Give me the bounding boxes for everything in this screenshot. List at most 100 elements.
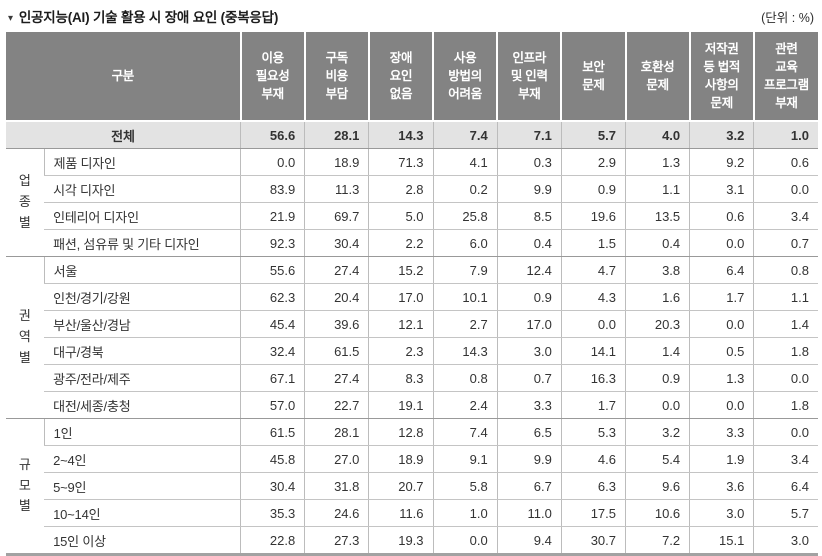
value-cell: 0.0 (432, 526, 498, 556)
value-cell: 2.4 (432, 391, 498, 419)
column-header: 보안 문제 (560, 32, 626, 122)
stats-table: 구분 이용 필요성 부재 구독 비용 부담 장애 요인 없음 사용 방법의 어려움 인프라… (6, 32, 818, 556)
value-cell: 11.0 (496, 499, 562, 527)
table-row: 대전/세종/충청 57.0 22.7 19.1 2.4 3.3 1.7 0.0 0.0 1.8 (6, 391, 818, 419)
value-cell: 5.4 (624, 445, 690, 473)
value-cell: 5.3 (560, 418, 626, 446)
table-row: 2~4인 45.8 27.0 18.9 9.1 9.9 4.6 5.4 1.9 3.4 (6, 445, 818, 473)
value-cell: 16.3 (560, 364, 626, 392)
row-label: 인테리어 디자인 (44, 202, 241, 230)
unit-label: (단위 : %) (761, 11, 814, 25)
value-cell: 6.7 (496, 472, 562, 500)
value-cell: 20.4 (304, 283, 369, 311)
value-cell: 2.7 (432, 310, 498, 338)
group-label: 권역별 (6, 256, 45, 419)
value-cell: 11.6 (368, 499, 434, 527)
value-cell: 2.8 (368, 175, 434, 203)
value-cell: 4.1 (432, 148, 498, 176)
value-cell: 1.1 (753, 283, 818, 311)
value-cell: 19.1 (368, 391, 434, 419)
column-header: 이용 필요성 부재 (239, 32, 305, 122)
value-cell: 2.2 (368, 229, 434, 257)
value-cell: 31.8 (304, 472, 369, 500)
row-label: 5~9인 (44, 472, 241, 500)
value-cell: 0.9 (560, 175, 626, 203)
table-row: 규모별 1인 61.5 28.1 12.8 7.4 6.5 5.3 3.2 3.3 0.0 (6, 418, 818, 556)
column-header: 인프라 및 인력 부재 (496, 32, 562, 122)
value-cell: 0.0 (689, 391, 754, 419)
value-cell: 4.7 (560, 256, 626, 284)
row-label: 시각 디자인 (44, 175, 241, 203)
value-cell: 14.1 (560, 337, 626, 365)
value-cell: 12.8 (368, 418, 434, 446)
value-cell: 9.1 (432, 445, 498, 473)
value-cell: 5.0 (368, 202, 434, 230)
value-cell: 11.3 (304, 175, 369, 203)
value-cell: 3.6 (689, 472, 754, 500)
row-label: 1인 (43, 418, 241, 446)
value-cell: 0.0 (753, 364, 818, 392)
value-cell: 19.3 (368, 526, 434, 556)
column-header: 관련 교육 프로그램 부재 (752, 32, 818, 122)
value-cell: 27.0 (304, 445, 369, 473)
value-cell: 7.4 (432, 418, 498, 446)
row-label: 대전/세종/충청 (44, 391, 241, 419)
corner-header: 구분 (6, 32, 241, 122)
value-cell: 17.0 (496, 310, 562, 338)
group-label: 업종별 (6, 148, 45, 257)
value-cell: 39.6 (304, 310, 369, 338)
value-cell: 2.3 (368, 337, 434, 365)
value-cell: 15.2 (368, 256, 434, 284)
value-cell: 5.7 (753, 499, 818, 527)
value-cell: 0.0 (753, 175, 818, 203)
value-cell: 3.4 (753, 202, 818, 230)
value-cell: 0.5 (689, 337, 754, 365)
row-label: 서울 (43, 256, 241, 284)
row-label: 인천/경기/강원 (44, 283, 241, 311)
value-cell: 1.5 (560, 229, 626, 257)
table-row: 대구/경북 32.4 61.5 2.3 14.3 3.0 14.1 1.4 0.5 1.8 (6, 337, 818, 365)
value-cell: 5.7 (560, 121, 626, 149)
value-cell: 4.3 (560, 283, 626, 311)
value-cell: 19.6 (560, 202, 626, 230)
value-cell: 61.5 (304, 337, 369, 365)
value-cell: 7.9 (432, 256, 498, 284)
value-cell: 5.8 (432, 472, 498, 500)
value-cell: 20.3 (624, 310, 690, 338)
value-cell: 0.0 (560, 310, 626, 338)
value-cell: 35.3 (240, 499, 305, 527)
value-cell: 0.4 (624, 229, 690, 257)
value-cell: 9.4 (496, 526, 562, 556)
value-cell: 6.4 (689, 256, 754, 284)
value-cell: 3.0 (689, 499, 754, 527)
table-row: 부산/울산/경남 45.4 39.6 12.1 2.7 17.0 0.0 20.3 0.0 1.4 (6, 310, 818, 338)
value-cell: 57.0 (240, 391, 305, 419)
value-cell: 0.0 (689, 229, 754, 257)
value-cell: 71.3 (368, 148, 434, 176)
value-cell: 30.4 (304, 229, 369, 257)
table-title: ▾ 인공지능(AI) 기술 활용 시 장애 요인 (중복응답) (8, 6, 278, 26)
value-cell: 69.7 (304, 202, 369, 230)
value-cell: 3.0 (496, 337, 562, 365)
value-cell: 1.3 (689, 364, 754, 392)
value-cell: 1.7 (689, 283, 754, 311)
column-header: 저작권 등 법적 사항의 문제 (688, 32, 754, 122)
row-label: 부산/울산/경남 (44, 310, 241, 338)
value-cell: 0.6 (689, 202, 754, 230)
table-header: 구분 이용 필요성 부재 구독 비용 부담 장애 요인 없음 사용 방법의 어려움 인프라… (6, 32, 818, 122)
value-cell: 3.2 (624, 418, 690, 446)
row-label: 대구/경북 (44, 337, 241, 365)
value-cell: 10.1 (432, 283, 498, 311)
table-row: 광주/전라/제주 67.1 27.4 8.3 0.8 0.7 16.3 0.9 1.3 0.0 (6, 364, 818, 392)
value-cell: 12.1 (368, 310, 434, 338)
value-cell: 14.3 (432, 337, 498, 365)
value-cell: 9.9 (496, 445, 562, 473)
value-cell: 45.8 (240, 445, 305, 473)
row-label: 패션, 섬유류 및 기타 디자인 (44, 229, 241, 257)
table-caption-bar: ▾ 인공지능(AI) 기술 활용 시 장애 요인 (중복응답) (단위 : %) (6, 4, 818, 32)
value-cell: 0.8 (432, 364, 498, 392)
table-row: 인테리어 디자인 21.9 69.7 5.0 25.8 8.5 19.6 13.5 0.6 3.4 (6, 202, 818, 230)
row-label: 15인 이상 (44, 526, 241, 556)
value-cell: 21.9 (240, 202, 305, 230)
value-cell: 0.0 (240, 148, 305, 176)
